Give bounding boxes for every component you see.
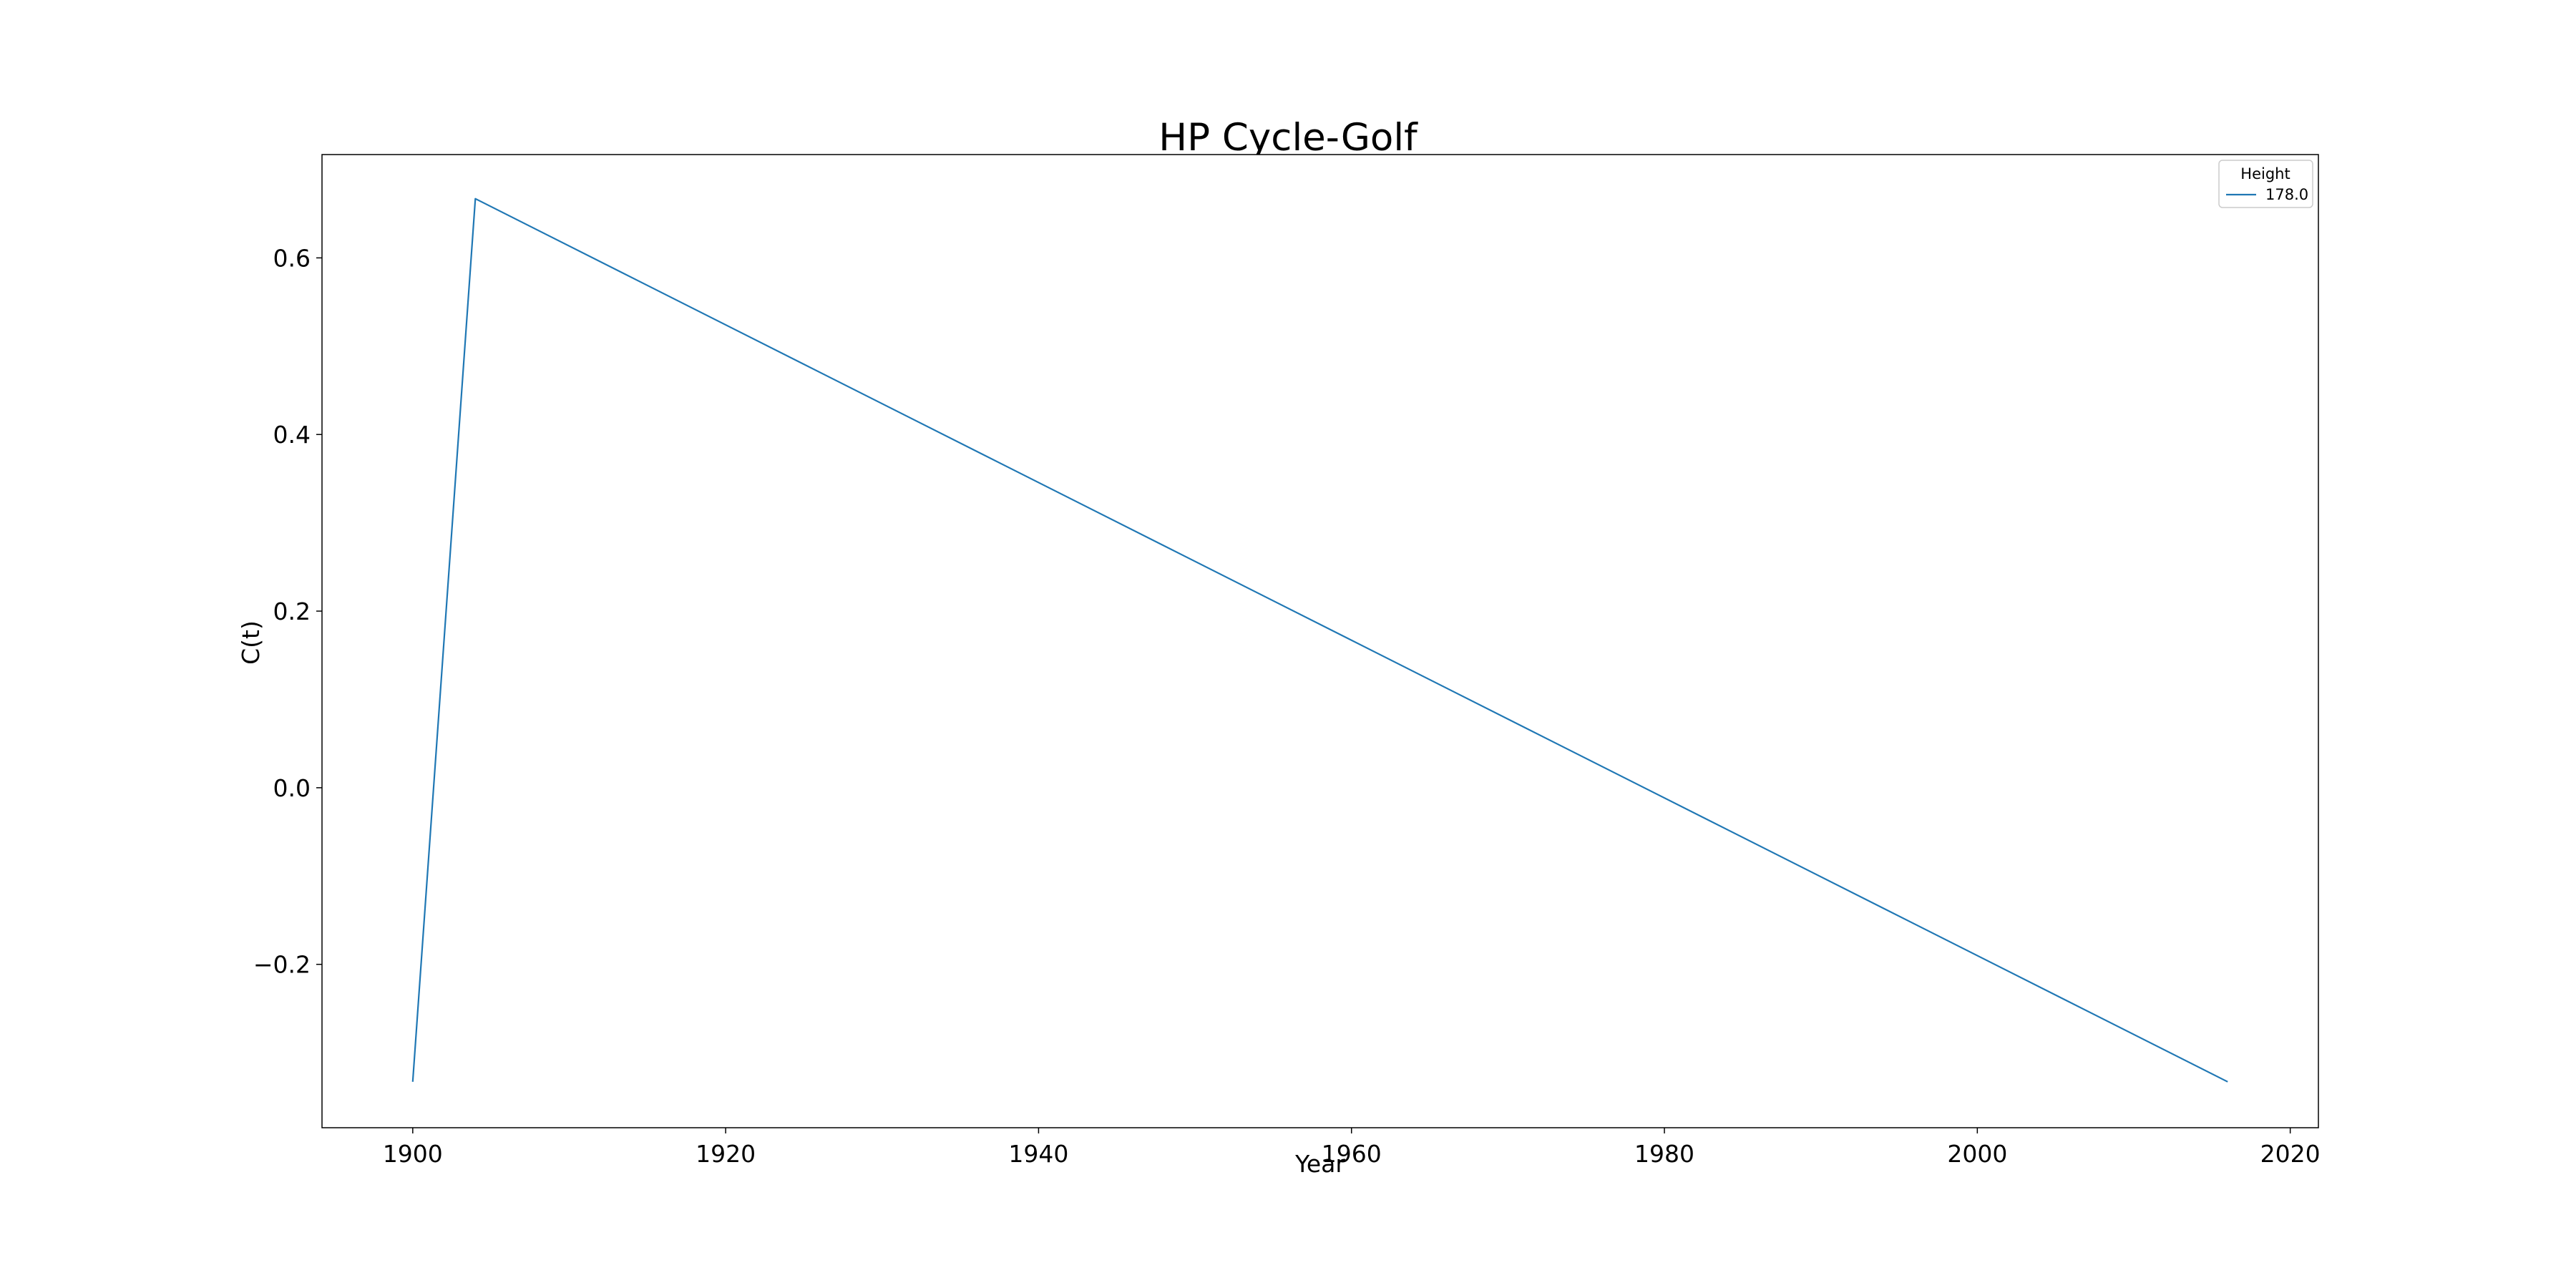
y-axis: −0.2 0.0 0.2 0.4 0.6 bbox=[253, 244, 322, 979]
x-tick-label: 2020 bbox=[2260, 1140, 2321, 1168]
y-tick-label: 0.2 bbox=[273, 597, 311, 625]
legend-title: Height bbox=[2240, 165, 2290, 182]
legend: Height 178.0 bbox=[2218, 160, 2313, 208]
plot-frame bbox=[321, 154, 2319, 1128]
chart-title: HP Cycle-Golf bbox=[1158, 116, 1418, 160]
x-axis-label: Year bbox=[1294, 1150, 1345, 1178]
x-tick-label: 1940 bbox=[1008, 1140, 1068, 1168]
y-tick-label: 0.4 bbox=[273, 421, 311, 449]
x-tick-label: 1960 bbox=[1322, 1140, 1382, 1168]
y-axis-label: C(t) bbox=[237, 620, 265, 665]
y-tick-label: −0.2 bbox=[253, 951, 311, 979]
x-tick-label: 2000 bbox=[1947, 1140, 2007, 1168]
plot-area bbox=[321, 154, 2319, 1128]
y-tick-label: 0.0 bbox=[273, 774, 311, 802]
x-tick-label: 1980 bbox=[1634, 1140, 1694, 1168]
x-axis: 1900 1920 1940 1960 1980 2000 2020 bbox=[383, 1128, 2321, 1168]
y-tick-label: 0.6 bbox=[273, 244, 311, 272]
series-line-0 bbox=[411, 197, 2228, 1083]
x-tick-label: 1920 bbox=[696, 1140, 756, 1168]
legend-label: 178.0 bbox=[2265, 186, 2308, 203]
legend-frame bbox=[2218, 160, 2313, 208]
series-layer bbox=[411, 197, 2228, 1083]
x-tick-label: 1900 bbox=[383, 1140, 443, 1168]
